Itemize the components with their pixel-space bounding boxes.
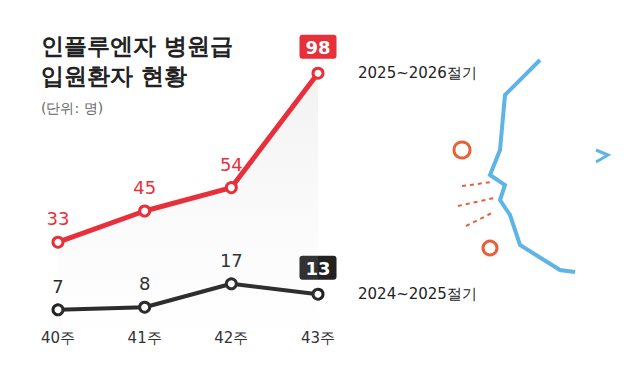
svg-text:43주: 43주 (301, 329, 335, 347)
svg-text:54: 54 (220, 154, 243, 175)
svg-text:40주: 40주 (41, 329, 75, 347)
svg-text:41주: 41주 (128, 329, 162, 347)
svg-text:(단위: 명): (단위: 명) (41, 100, 103, 116)
svg-text:입원환자 현황: 입원환자 현황 (41, 63, 187, 89)
svg-text:45: 45 (133, 177, 156, 198)
svg-text:33: 33 (47, 208, 70, 229)
svg-text:98: 98 (305, 37, 330, 58)
svg-text:인플루엔자 병원급: 인플루엔자 병원급 (41, 33, 241, 59)
svg-text:2025~2026절기: 2025~2026절기 (358, 64, 477, 82)
svg-text:2024~2025절기: 2024~2025절기 (358, 285, 477, 303)
svg-text:42주: 42주 (214, 329, 248, 347)
